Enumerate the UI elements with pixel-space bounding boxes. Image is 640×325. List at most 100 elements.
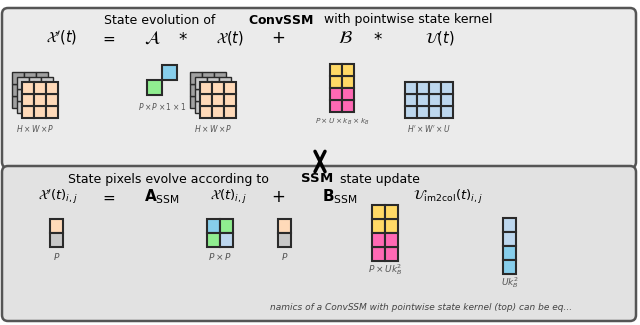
Bar	[330, 64, 342, 76]
Bar	[46, 94, 58, 106]
Text: $P$: $P$	[281, 251, 288, 262]
Bar	[34, 82, 46, 94]
Text: $\mathcal{U}(t)$: $\mathcal{U}(t)$	[425, 29, 455, 47]
Bar	[214, 84, 226, 96]
Bar	[147, 80, 162, 95]
Text: namics of a ConvSSM with pointwise state kernel (top) can be eq...: namics of a ConvSSM with pointwise state…	[270, 303, 572, 311]
Bar	[17, 89, 29, 101]
Bar	[342, 76, 354, 88]
Bar	[429, 106, 441, 118]
Text: $\mathcal{U}_{\mathrm{im2col}}(t)_{i,j}$: $\mathcal{U}_{\mathrm{im2col}}(t)_{i,j}$	[413, 188, 483, 206]
Bar	[503, 218, 516, 232]
Text: $=$: $=$	[100, 189, 116, 204]
Bar	[200, 94, 212, 106]
Bar	[36, 96, 48, 108]
Text: state update: state update	[336, 173, 420, 186]
Text: $H\times W\times P$: $H\times W\times P$	[16, 123, 54, 134]
Bar	[22, 106, 34, 118]
Bar	[372, 219, 385, 233]
Text: $\mathbf{A}_{\mathrm{SSM}}$: $\mathbf{A}_{\mathrm{SSM}}$	[144, 188, 180, 206]
FancyBboxPatch shape	[2, 8, 636, 168]
Bar	[417, 106, 429, 118]
Bar	[200, 106, 212, 118]
Bar	[207, 233, 220, 247]
Bar	[36, 84, 48, 96]
Text: $+$: $+$	[271, 29, 285, 47]
Bar	[29, 77, 41, 89]
Bar	[212, 82, 224, 94]
Bar	[46, 106, 58, 118]
Bar	[214, 96, 226, 108]
Text: $P$: $P$	[52, 251, 60, 262]
Bar	[372, 247, 385, 261]
Bar	[200, 82, 212, 94]
Bar	[24, 96, 36, 108]
Bar	[224, 94, 236, 106]
Text: State pixels evolve according to: State pixels evolve according to	[68, 173, 273, 186]
Bar	[41, 77, 53, 89]
Bar	[219, 77, 231, 89]
Bar	[207, 89, 219, 101]
Bar	[219, 101, 231, 113]
Text: $P\times P$: $P\times P$	[208, 251, 232, 262]
Text: $\mathbf{SSM}$: $\mathbf{SSM}$	[300, 173, 333, 186]
Bar	[190, 96, 202, 108]
Bar	[34, 94, 46, 106]
Bar	[220, 233, 233, 247]
Bar	[41, 101, 53, 113]
Bar	[12, 84, 24, 96]
Bar	[195, 101, 207, 113]
Text: $\mathcal{X}'(t)$: $\mathcal{X}'(t)$	[46, 29, 77, 47]
Text: $*$: $*$	[178, 29, 188, 47]
Text: $\mathcal{X}'(t)_{i,j}$: $\mathcal{X}'(t)_{i,j}$	[38, 188, 78, 206]
Bar	[24, 84, 36, 96]
Text: $P\times P\times 1\times 1$: $P\times P\times 1\times 1$	[138, 101, 186, 112]
Bar	[342, 64, 354, 76]
Bar	[24, 72, 36, 84]
Text: $H'\times W'\times U$: $H'\times W'\times U$	[407, 123, 451, 134]
Bar	[330, 76, 342, 88]
Bar	[202, 84, 214, 96]
Text: $\mathcal{A}$: $\mathcal{A}$	[144, 29, 160, 47]
Bar	[12, 96, 24, 108]
Bar	[190, 84, 202, 96]
Bar	[17, 101, 29, 113]
Text: $H\times W\times P$: $H\times W\times P$	[194, 123, 232, 134]
Bar	[503, 232, 516, 246]
Bar	[224, 82, 236, 94]
Text: $=$: $=$	[100, 31, 116, 46]
Text: $P\times U\times k_B\times k_B$: $P\times U\times k_B\times k_B$	[315, 117, 369, 127]
Text: $Uk_B^2$: $Uk_B^2$	[500, 276, 518, 291]
Bar	[441, 82, 453, 94]
Text: $*$: $*$	[373, 29, 383, 47]
Bar	[417, 82, 429, 94]
Bar	[405, 82, 417, 94]
Bar	[503, 260, 516, 274]
Bar	[190, 72, 202, 84]
Bar	[34, 106, 46, 118]
Bar	[385, 219, 398, 233]
Bar	[41, 89, 53, 101]
Bar	[429, 94, 441, 106]
Text: $\mathcal{X}(t)_{i,j}$: $\mathcal{X}(t)_{i,j}$	[210, 188, 246, 206]
Bar	[50, 219, 63, 233]
Text: $\mathcal{X}(t)$: $\mathcal{X}(t)$	[216, 29, 244, 47]
Bar	[202, 96, 214, 108]
Text: $\mathbf{ConvSSM}$: $\mathbf{ConvSSM}$	[248, 14, 314, 27]
Bar	[385, 205, 398, 219]
Bar	[417, 94, 429, 106]
Bar	[372, 233, 385, 247]
Bar	[342, 100, 354, 112]
Bar	[22, 94, 34, 106]
Text: with pointwise state kernel: with pointwise state kernel	[320, 14, 493, 27]
Text: $P\times Uk_B^2$: $P\times Uk_B^2$	[368, 263, 402, 278]
Bar	[385, 247, 398, 261]
Bar	[330, 100, 342, 112]
Bar	[441, 94, 453, 106]
Bar	[372, 205, 385, 219]
Bar	[207, 219, 220, 233]
Bar	[36, 72, 48, 84]
Bar	[202, 72, 214, 84]
Text: $\mathcal{B}$: $\mathcal{B}$	[338, 29, 353, 47]
Bar	[278, 233, 291, 247]
